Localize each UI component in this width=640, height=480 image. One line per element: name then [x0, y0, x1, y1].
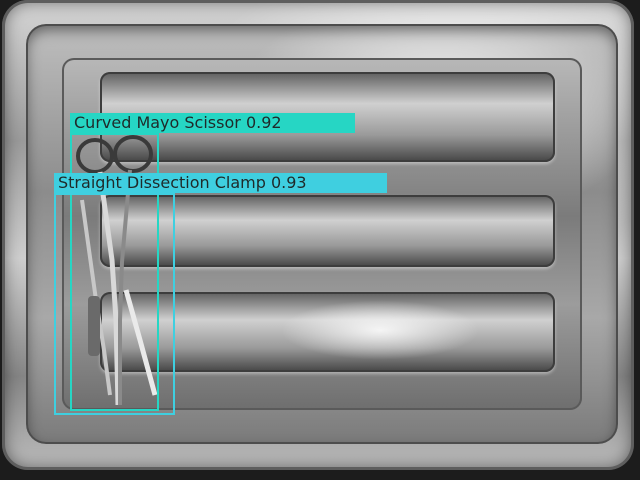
detection-box-curved-mayo-scissor	[70, 133, 159, 411]
detection-class: Curved Mayo Scissor	[74, 113, 241, 132]
light-glare	[280, 300, 480, 360]
scissor-ring-left	[76, 138, 114, 174]
tray-groove	[100, 195, 555, 267]
clamp-jaw	[88, 296, 100, 356]
scissor-ring-right	[113, 135, 153, 173]
clamp-arm	[123, 289, 158, 396]
detection-score: 0.93	[270, 173, 307, 192]
scissor-blade	[97, 171, 121, 406]
detection-score: 0.92	[245, 113, 282, 132]
detection-box-straight-dissection-clamp	[54, 193, 175, 415]
detection-class: Straight Dissection Clamp	[58, 173, 266, 192]
detection-label-curved-mayo-scissor: Curved Mayo Scissor 0.92	[70, 113, 355, 133]
detection-label-straight-dissection-clamp: Straight Dissection Clamp 0.93	[54, 173, 387, 193]
scissor-blade	[118, 169, 132, 405]
